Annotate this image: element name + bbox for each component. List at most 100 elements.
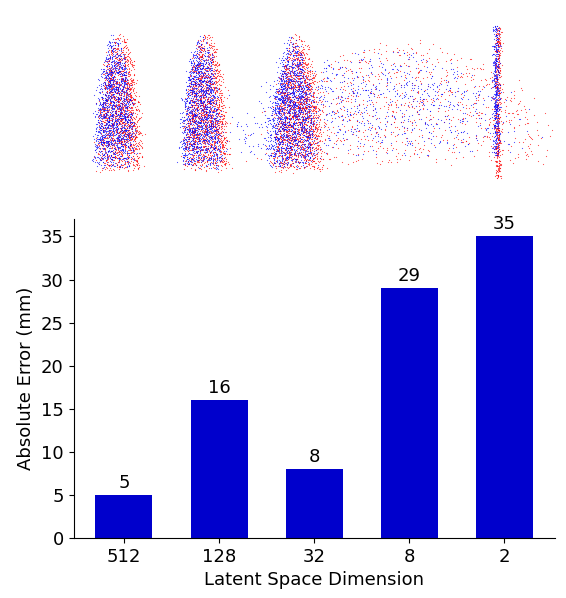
Point <box>213 65 222 75</box>
Point <box>276 161 285 171</box>
Point <box>194 74 203 83</box>
Point <box>105 61 114 71</box>
Point <box>273 139 282 148</box>
Point <box>113 78 122 88</box>
Point <box>200 132 209 141</box>
Point <box>181 114 190 124</box>
Point <box>289 50 298 60</box>
Point <box>386 71 395 81</box>
Point <box>199 110 208 120</box>
Point <box>182 155 191 164</box>
Point <box>457 117 466 126</box>
Point <box>408 110 417 120</box>
Point <box>215 142 224 152</box>
Point <box>97 69 106 79</box>
Point <box>271 134 280 144</box>
Point <box>98 130 107 139</box>
Point <box>284 162 293 172</box>
Point <box>207 58 216 68</box>
Point <box>452 62 461 72</box>
Point <box>298 91 307 101</box>
Point <box>112 52 121 62</box>
Point <box>492 138 501 147</box>
Point <box>187 77 196 86</box>
Point <box>102 94 112 104</box>
Point <box>116 85 125 94</box>
Y-axis label: Absolute Error (mm): Absolute Error (mm) <box>18 287 35 471</box>
Point <box>194 121 203 130</box>
Point <box>123 56 132 66</box>
Point <box>115 101 125 111</box>
Point <box>316 129 325 139</box>
Point <box>106 78 115 87</box>
Point <box>186 58 195 68</box>
Point <box>119 33 128 43</box>
Point <box>213 124 222 133</box>
Point <box>305 104 314 114</box>
Point <box>123 158 132 167</box>
Point <box>101 94 110 104</box>
Point <box>108 78 117 87</box>
Point <box>315 141 324 150</box>
Point <box>276 123 285 132</box>
Point <box>294 113 303 123</box>
Point <box>109 104 118 114</box>
Point <box>102 150 112 160</box>
Point <box>203 77 212 87</box>
Point <box>505 148 514 157</box>
Point <box>109 67 118 77</box>
Point <box>195 60 204 69</box>
Point <box>281 108 290 117</box>
Point <box>97 81 106 90</box>
Point <box>318 106 327 115</box>
Point <box>303 63 312 73</box>
X-axis label: Latent Space Dimension: Latent Space Dimension <box>204 572 424 590</box>
Point <box>199 142 208 152</box>
Point <box>177 140 186 150</box>
Point <box>114 80 123 89</box>
Point <box>194 84 203 93</box>
Point <box>318 84 327 93</box>
Point <box>300 147 309 156</box>
Point <box>116 115 125 125</box>
Point <box>182 150 191 160</box>
Bar <box>381 288 438 538</box>
Point <box>456 89 465 98</box>
Point <box>488 77 497 87</box>
Point <box>188 76 197 86</box>
Point <box>313 137 322 147</box>
Point <box>270 157 279 167</box>
Point <box>122 123 131 133</box>
Point <box>98 123 108 133</box>
Point <box>306 87 315 97</box>
Point <box>209 78 218 88</box>
Point <box>116 111 125 120</box>
Point <box>400 92 409 102</box>
Point <box>206 78 215 88</box>
Point <box>200 150 209 160</box>
Point <box>202 63 211 73</box>
Point <box>418 103 427 113</box>
Point <box>106 86 115 96</box>
Point <box>206 111 215 121</box>
Point <box>458 92 468 102</box>
Point <box>413 107 422 117</box>
Point <box>492 166 501 176</box>
Point <box>301 135 310 144</box>
Point <box>298 112 307 122</box>
Point <box>282 152 291 162</box>
Point <box>118 133 127 143</box>
Point <box>202 136 211 145</box>
Point <box>191 104 200 114</box>
Point <box>306 148 315 157</box>
Point <box>301 106 310 115</box>
Point <box>217 120 226 129</box>
Point <box>91 145 100 155</box>
Point <box>118 145 127 155</box>
Point <box>199 113 208 123</box>
Point <box>199 87 208 97</box>
Point <box>192 87 201 97</box>
Point <box>100 112 109 122</box>
Point <box>120 57 129 66</box>
Point <box>194 68 203 78</box>
